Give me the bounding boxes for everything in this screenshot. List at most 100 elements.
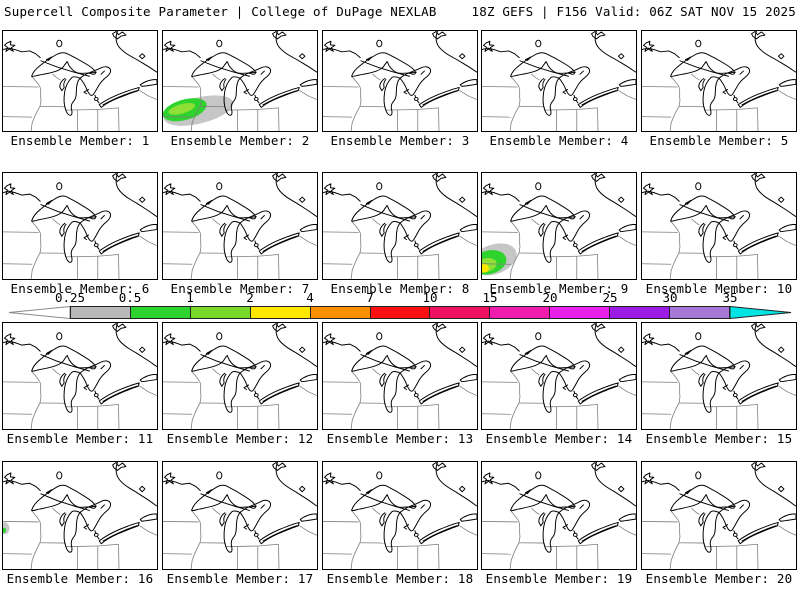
great-lakes-map-svg bbox=[482, 173, 636, 279]
ensemble-panel[interactable]: Ensemble Member: 20 bbox=[641, 461, 797, 586]
ensemble-panel[interactable]: Ensemble Member: 12 bbox=[162, 322, 318, 446]
great-lakes-map-svg bbox=[3, 31, 157, 131]
ensemble-panel[interactable]: Ensemble Member: 10 bbox=[641, 172, 797, 296]
ensemble-panel[interactable]: Ensemble Member: 1 bbox=[2, 30, 158, 148]
great-lakes-map-svg bbox=[3, 462, 157, 569]
great-lakes-map-svg bbox=[163, 323, 317, 429]
scp-map bbox=[162, 172, 318, 280]
scp-color-scale: 0.25 0.5 1 2 4 7 10 15 20 25 30 35 bbox=[8, 291, 792, 320]
great-lakes-map-svg bbox=[163, 31, 317, 131]
great-lakes-map-svg bbox=[3, 173, 157, 279]
ensemble-member-label: Ensemble Member: 12 bbox=[166, 431, 314, 446]
ensemble-member-label: Ensemble Member: 17 bbox=[166, 571, 314, 586]
ensemble-panel[interactable]: Ensemble Member: 14 bbox=[481, 322, 637, 446]
page-title: Supercell Composite Parameter | College … bbox=[4, 4, 437, 19]
scp-map bbox=[2, 30, 158, 132]
color-scale-segment bbox=[670, 307, 729, 318]
color-scale-tick-label: 1 bbox=[186, 290, 194, 305]
color-scale-tick-label: 35 bbox=[722, 290, 738, 305]
scp-map bbox=[322, 30, 478, 132]
color-scale-segment bbox=[250, 307, 311, 318]
ensemble-member-label: Ensemble Member: 18 bbox=[326, 571, 474, 586]
great-lakes-map-svg bbox=[642, 462, 796, 569]
scp-map bbox=[641, 172, 797, 280]
ensemble-panel[interactable]: Ensemble Member: 19 bbox=[481, 461, 637, 586]
great-lakes-map-svg bbox=[482, 31, 636, 131]
scp-map bbox=[2, 322, 158, 430]
great-lakes-map-svg bbox=[3, 323, 157, 429]
color-scale-tick-label: 10 bbox=[422, 290, 438, 305]
ensemble-member-label: Ensemble Member: 1 bbox=[10, 133, 150, 148]
great-lakes-map-svg bbox=[163, 173, 317, 279]
scp-map bbox=[641, 30, 797, 132]
color-scale-segment bbox=[490, 307, 551, 318]
under-range-arrow bbox=[8, 306, 70, 319]
color-scale-bar bbox=[8, 306, 792, 319]
ensemble-member-label: Ensemble Member: 16 bbox=[6, 571, 154, 586]
ensemble-panel[interactable]: Ensemble Member: 5 bbox=[641, 30, 797, 148]
great-lakes-map-svg bbox=[163, 462, 317, 569]
ensemble-panel[interactable]: Ensemble Member: 8 bbox=[322, 172, 478, 296]
ensemble-member-label: Ensemble Member: 13 bbox=[326, 431, 474, 446]
scp-map bbox=[322, 172, 478, 280]
ensemble-panel[interactable]: Ensemble Member: 13 bbox=[322, 322, 478, 446]
scp-map bbox=[641, 461, 797, 570]
ensemble-member-label: Ensemble Member: 7 bbox=[170, 281, 310, 296]
ensemble-panel[interactable]: Ensemble Member: 17 bbox=[162, 461, 318, 586]
color-scale-tick-label: 20 bbox=[542, 290, 558, 305]
scp-map bbox=[162, 322, 318, 430]
ensemble-panel[interactable]: Ensemble Member: 9 bbox=[481, 172, 637, 296]
ensemble-member-label: Ensemble Member: 2 bbox=[170, 133, 310, 148]
great-lakes-map-svg bbox=[482, 323, 636, 429]
great-lakes-map-svg bbox=[642, 173, 796, 279]
scp-map bbox=[481, 30, 637, 132]
color-scale-tick-labels: 0.25 0.5 1 2 4 7 10 15 20 25 30 35 bbox=[8, 291, 792, 305]
color-scale-segment bbox=[610, 307, 671, 318]
color-scale-segment bbox=[130, 307, 191, 318]
great-lakes-map-svg bbox=[642, 31, 796, 131]
ensemble-panel[interactable]: Ensemble Member: 15 bbox=[641, 322, 797, 446]
color-scale-tick-label: 0.5 bbox=[118, 290, 142, 305]
color-scale-segment bbox=[190, 307, 251, 318]
ensemble-panel[interactable]: Ensemble Member: 11 bbox=[2, 322, 158, 446]
color-scale-tick-label: 2 bbox=[246, 290, 254, 305]
color-scale-tick-label: 25 bbox=[602, 290, 618, 305]
scp-map bbox=[162, 461, 318, 570]
scp-map bbox=[481, 322, 637, 430]
great-lakes-map-svg bbox=[642, 323, 796, 429]
ensemble-panel[interactable]: Ensemble Member: 2 bbox=[162, 30, 318, 148]
ensemble-panel[interactable]: Ensemble Member: 16 bbox=[2, 461, 158, 586]
color-scale-segment bbox=[71, 307, 131, 318]
ensemble-panel[interactable]: Ensemble Member: 7 bbox=[162, 172, 318, 296]
ensemble-member-label: Ensemble Member: 15 bbox=[645, 431, 793, 446]
ensemble-member-label: Ensemble Member: 5 bbox=[649, 133, 789, 148]
scp-map bbox=[2, 172, 158, 280]
color-scale-tick-label: 15 bbox=[482, 290, 498, 305]
scp-map bbox=[162, 30, 318, 132]
ensemble-panel[interactable]: Ensemble Member: 6 bbox=[2, 172, 158, 296]
ensemble-member-label: Ensemble Member: 20 bbox=[645, 571, 793, 586]
color-scale-tick-label: 30 bbox=[662, 290, 678, 305]
ensemble-panel[interactable]: Ensemble Member: 18 bbox=[322, 461, 478, 586]
color-scale-segment bbox=[370, 307, 431, 318]
scp-map bbox=[481, 172, 637, 280]
header-bar: Supercell Composite Parameter | College … bbox=[4, 4, 796, 19]
great-lakes-map-svg bbox=[323, 31, 477, 131]
ensemble-member-label: Ensemble Member: 11 bbox=[6, 431, 154, 446]
color-scale-segment bbox=[310, 307, 371, 318]
color-scale-tick-label: 0.25 bbox=[54, 290, 86, 305]
over-range-arrow bbox=[730, 306, 792, 319]
color-scale-segment bbox=[550, 307, 611, 318]
run-valid-info: 18Z GEFS | F156 Valid: 06Z SAT NOV 15 20… bbox=[471, 4, 796, 19]
color-scale-tick-label: 7 bbox=[366, 290, 374, 305]
ensemble-panel[interactable]: Ensemble Member: 4 bbox=[481, 30, 637, 148]
ensemble-member-label: Ensemble Member: 14 bbox=[485, 431, 633, 446]
ensemble-panel[interactable]: Ensemble Member: 3 bbox=[322, 30, 478, 148]
ensemble-member-label: Ensemble Member: 3 bbox=[330, 133, 470, 148]
color-scale-segments bbox=[70, 306, 730, 319]
great-lakes-map-svg bbox=[323, 462, 477, 569]
ensemble-member-label: Ensemble Member: 8 bbox=[330, 281, 470, 296]
ensemble-member-label: Ensemble Member: 9 bbox=[489, 281, 629, 296]
great-lakes-map-svg bbox=[323, 323, 477, 429]
scp-map bbox=[322, 461, 478, 570]
